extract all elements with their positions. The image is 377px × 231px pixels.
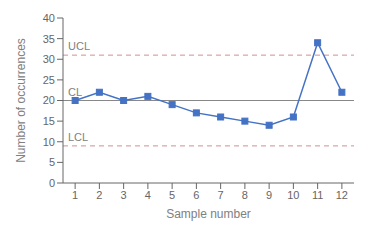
svg-text:10: 10 [287,189,299,201]
svg-text:LCL: LCL [68,131,88,143]
svg-text:1: 1 [72,189,78,201]
svg-text:9: 9 [266,189,272,201]
svg-text:5: 5 [49,156,55,168]
svg-text:8: 8 [242,189,248,201]
svg-text:Number of occurrences: Number of occurrences [14,38,28,163]
svg-text:20: 20 [43,94,55,106]
svg-text:35: 35 [43,33,55,45]
svg-text:Sample number: Sample number [166,207,251,221]
svg-text:CL: CL [68,86,82,98]
svg-text:6: 6 [193,189,199,201]
svg-text:0: 0 [49,177,55,189]
svg-text:3: 3 [121,189,127,201]
svg-text:25: 25 [43,74,55,86]
svg-text:4: 4 [145,189,151,201]
svg-text:10: 10 [43,136,55,148]
svg-text:12: 12 [336,189,348,201]
svg-text:30: 30 [43,53,55,65]
svg-text:5: 5 [169,189,175,201]
svg-text:UCL: UCL [68,40,90,52]
svg-text:40: 40 [43,12,55,24]
svg-text:7: 7 [218,189,224,201]
svg-text:2: 2 [96,189,102,201]
svg-text:11: 11 [312,189,323,201]
svg-text:15: 15 [43,115,55,127]
